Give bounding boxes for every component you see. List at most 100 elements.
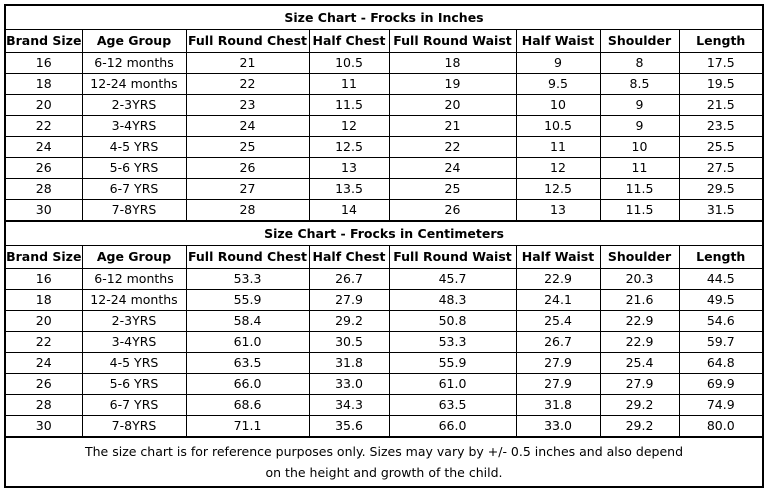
table-cell: 61.0 — [185, 331, 310, 353]
table-cell: 6-7 YRS — [81, 178, 187, 200]
table-cell: 14 — [308, 199, 390, 222]
table-cell: 61.0 — [388, 373, 517, 395]
table-cell: 29.5 — [678, 178, 764, 200]
size-chart-sheet: Size Chart - Frocks in Inches Brand Size… — [4, 4, 764, 488]
table-cell: 25 — [388, 178, 517, 200]
footnote: The size chart is for reference purposes… — [4, 436, 764, 488]
table-cell: 21.5 — [678, 94, 764, 116]
header-half-chest: Half Chest — [308, 29, 390, 53]
table-row: 26 5-6 YRS 26 13 24 12 11 27.5 — [4, 157, 764, 179]
table-cell: 30 — [4, 415, 83, 438]
table-cell: 53.3 — [185, 268, 310, 290]
table-cell: 33.0 — [308, 373, 390, 395]
table-cell: 6-12 months — [81, 268, 187, 290]
table-cell: 48.3 — [388, 289, 517, 311]
table-cell: 4-5 YRS — [81, 352, 187, 374]
table-row: 20 2-3YRS 23 11.5 20 10 9 21.5 — [4, 94, 764, 116]
centimeters-header-row: Brand Size Age Group Full Round Chest Ha… — [4, 245, 764, 269]
table-cell: 29.2 — [599, 415, 680, 438]
table-cell: 63.5 — [388, 394, 517, 416]
table-row: 22 3-4YRS 24 12 21 10.5 9 23.5 — [4, 115, 764, 137]
table-cell: 64.8 — [678, 352, 764, 374]
table-cell: 22 — [4, 115, 83, 137]
table-cell: 20.3 — [599, 268, 680, 290]
table-cell: 27.9 — [599, 373, 680, 395]
table-cell: 28 — [4, 394, 83, 416]
table-cell: 26 — [185, 157, 310, 179]
table-row: 24 4-5 YRS 63.5 31.8 55.9 27.9 25.4 64.8 — [4, 352, 764, 374]
table-cell: 12-24 months — [81, 289, 187, 311]
table-cell: 19.5 — [678, 73, 764, 95]
table-cell: 35.6 — [308, 415, 390, 438]
table-cell: 2-3YRS — [81, 310, 187, 332]
table-cell: 11 — [308, 73, 390, 95]
table-row: 28 6-7 YRS 68.6 34.3 63.5 31.8 29.2 74.9 — [4, 394, 764, 416]
table-cell: 23 — [185, 94, 310, 116]
table-cell: 11.5 — [599, 178, 680, 200]
table-cell: 12.5 — [308, 136, 390, 158]
table-cell: 4-5 YRS — [81, 136, 187, 158]
inches-rows: 16 6-12 months 21 10.5 18 9 8 17.5 18 12-24 month… — [4, 52, 764, 222]
table-cell: 25.4 — [515, 310, 601, 332]
table-cell: 80.0 — [678, 415, 764, 438]
table-cell: 13.5 — [308, 178, 390, 200]
table-cell: 11.5 — [308, 94, 390, 116]
inches-title-row: Size Chart - Frocks in Inches — [4, 4, 764, 30]
table-cell: 58.4 — [185, 310, 310, 332]
table-row: 16 6-12 months 53.3 26.7 45.7 22.9 20.3 44.5 — [4, 268, 764, 290]
table-cell: 20 — [4, 310, 83, 332]
table-cell: 24.1 — [515, 289, 601, 311]
header-half-waist: Half Waist — [515, 245, 601, 269]
table-cell: 33.0 — [515, 415, 601, 438]
table-cell: 27.9 — [515, 373, 601, 395]
header-length: Length — [678, 245, 764, 269]
table-cell: 29.2 — [308, 310, 390, 332]
table-cell: 7-8YRS — [81, 199, 187, 222]
inches-section: Size Chart - Frocks in Inches Brand Size… — [4, 4, 764, 53]
table-cell: 30.5 — [308, 331, 390, 353]
table-cell: 24 — [185, 115, 310, 137]
table-cell: 68.6 — [185, 394, 310, 416]
header-shoulder: Shoulder — [599, 245, 680, 269]
table-row: 26 5-6 YRS 66.0 33.0 61.0 27.9 27.9 69.9 — [4, 373, 764, 395]
table-cell: 9 — [599, 94, 680, 116]
table-cell: 5-6 YRS — [81, 157, 187, 179]
table-cell: 18 — [4, 289, 83, 311]
table-cell: 10 — [599, 136, 680, 158]
table-cell: 10.5 — [308, 52, 390, 74]
table-cell: 21 — [388, 115, 517, 137]
table-row: 20 2-3YRS 58.4 29.2 50.8 25.4 22.9 54.6 — [4, 310, 764, 332]
table-row: 24 4-5 YRS 25 12.5 22 11 10 25.5 — [4, 136, 764, 158]
header-full-round-chest: Full Round Chest — [185, 29, 310, 53]
table-row: 18 12-24 months 22 11 19 9.5 8.5 19.5 — [4, 73, 764, 95]
table-cell: 3-4YRS — [81, 331, 187, 353]
table-cell: 12 — [515, 157, 601, 179]
table-cell: 50.8 — [388, 310, 517, 332]
table-cell: 45.7 — [388, 268, 517, 290]
table-cell: 74.9 — [678, 394, 764, 416]
header-half-chest: Half Chest — [308, 245, 390, 269]
table-cell: 12 — [308, 115, 390, 137]
table-cell: 27.5 — [678, 157, 764, 179]
header-brand-size: Brand Size — [4, 245, 83, 269]
table-cell: 31.8 — [515, 394, 601, 416]
table-cell: 10 — [515, 94, 601, 116]
table-cell: 53.3 — [388, 331, 517, 353]
table-cell: 27.9 — [515, 352, 601, 374]
centimeters-rows: 16 6-12 months 53.3 26.7 45.7 22.9 20.3 44.5 18 1… — [4, 268, 764, 438]
centimeters-title-row: Size Chart - Frocks in Centimeters — [4, 220, 764, 246]
table-cell: 44.5 — [678, 268, 764, 290]
footnote-line-2: on the height and growth of the child. — [265, 465, 503, 480]
table-cell: 69.9 — [678, 373, 764, 395]
table-cell: 24 — [388, 157, 517, 179]
table-cell: 49.5 — [678, 289, 764, 311]
centimeters-section: Size Chart - Frocks in Centimeters Brand… — [4, 220, 764, 269]
table-cell: 71.1 — [185, 415, 310, 438]
table-cell: 27 — [185, 178, 310, 200]
table-cell: 25.5 — [678, 136, 764, 158]
header-full-round-chest: Full Round Chest — [185, 245, 310, 269]
table-row: 18 12-24 months 55.9 27.9 48.3 24.1 21.6 49.5 — [4, 289, 764, 311]
header-brand-size: Brand Size — [4, 29, 83, 53]
table-row: 30 7-8YRS 28 14 26 13 11.5 31.5 — [4, 199, 764, 222]
table-cell: 10.5 — [515, 115, 601, 137]
